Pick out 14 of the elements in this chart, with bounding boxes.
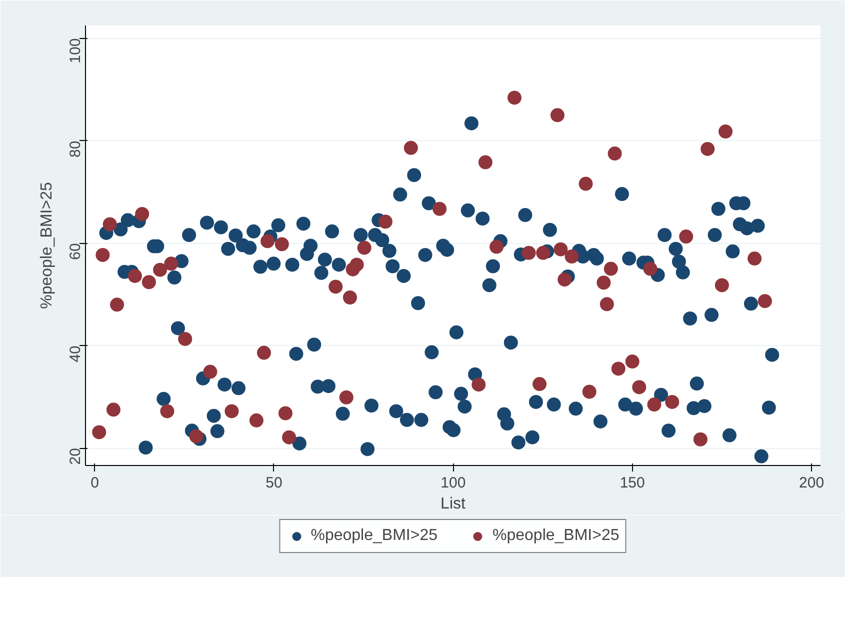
x-axis-title: List	[440, 496, 466, 512]
y-tick-label: 80	[67, 140, 84, 158]
y-tick-label: 40	[67, 346, 84, 362]
y-tick-label: 100	[67, 38, 84, 64]
legend-label: %people_BMI>25	[310, 527, 438, 545]
legend-label: %people_BMI>25	[492, 527, 620, 545]
y-axis-title: %people_BMI>25	[38, 182, 56, 309]
y-tick-label: 20	[67, 448, 84, 465]
y-tick-label: 60	[67, 243, 84, 260]
x-tick-label: 150	[620, 474, 645, 492]
x-tick-label: 100	[440, 474, 466, 492]
x-tick-label: 200	[799, 474, 824, 492]
x-tick-label: 0	[90, 474, 99, 492]
x-tick-label: 50	[266, 474, 282, 492]
